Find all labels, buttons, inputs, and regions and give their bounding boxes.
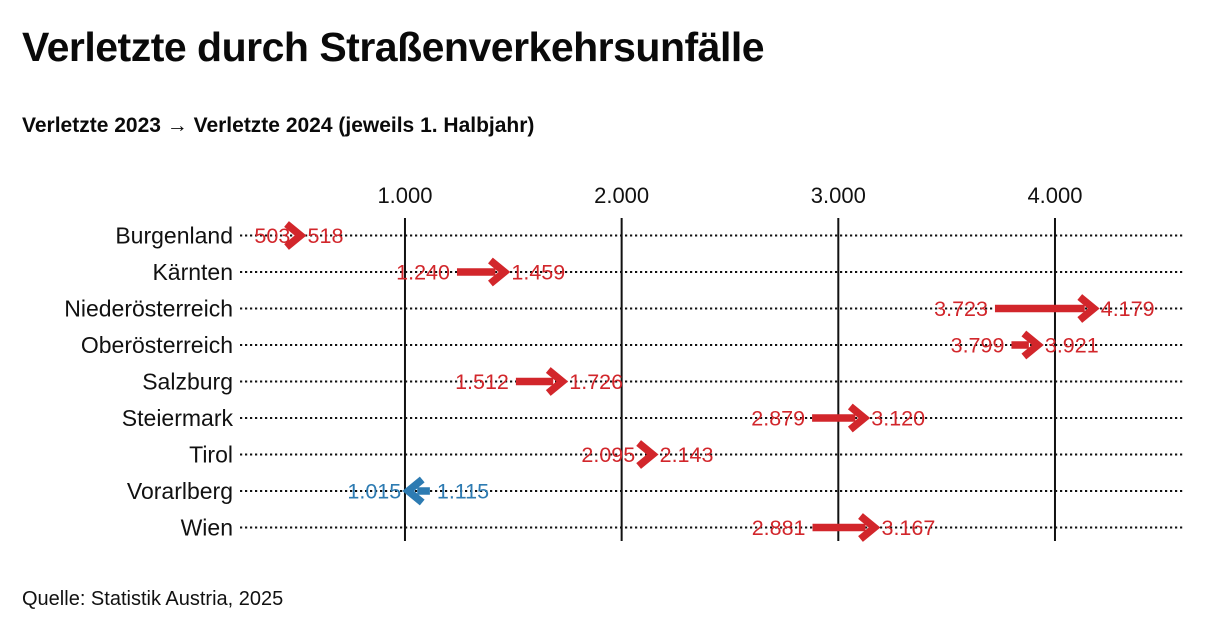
- arrow-head: [1021, 330, 1044, 360]
- source-note: Quelle: Statistik Austria, 2025: [22, 588, 284, 610]
- arrow-head: [488, 257, 511, 287]
- value-label-2023: 2.095: [581, 443, 635, 467]
- category-label: Burgenland: [115, 223, 233, 249]
- x-tick-label: 2.000: [594, 183, 649, 208]
- page-title: Verletzte durch Straßenverkehrsunfälle: [22, 24, 765, 70]
- category-label: Tirol: [189, 442, 233, 468]
- category-label: Oberösterreich: [81, 332, 233, 358]
- value-label-2024: 3.921: [1045, 334, 1099, 358]
- chart-subtitle: Verletzte 2023 → Verletzte 2024 (jeweils…: [22, 114, 535, 137]
- value-label-2024: 3.120: [871, 407, 925, 431]
- value-label-2023: 3.799: [951, 334, 1005, 358]
- arrow-head: [636, 440, 659, 469]
- value-label-2024: 2.143: [660, 443, 714, 467]
- arrow-head: [858, 513, 881, 542]
- value-label-2024: 4.179: [1101, 297, 1155, 321]
- category-label: Vorarlberg: [127, 478, 233, 504]
- x-tick-label: 3.000: [811, 183, 866, 208]
- value-label-2023: 1.115: [437, 480, 489, 504]
- arrow-head: [402, 476, 425, 506]
- value-label-2024: 1.015: [347, 480, 401, 504]
- x-tick-label: 1.000: [377, 183, 432, 208]
- value-label-2023: 3.723: [934, 297, 988, 321]
- value-label-2023: 1.240: [396, 261, 450, 285]
- category-label: Niederösterreich: [64, 296, 233, 322]
- value-label-2024: 3.167: [881, 516, 935, 540]
- value-label-2024: 1.459: [511, 261, 565, 285]
- value-label-2024: 1.726: [569, 370, 623, 394]
- value-label-2023: 1.512: [455, 370, 509, 394]
- category-label: Kärnten: [152, 259, 233, 285]
- value-label-2023: 2.879: [751, 407, 805, 431]
- arrow-head: [545, 367, 569, 396]
- category-label: Salzburg: [142, 369, 233, 395]
- value-label-2023: 503: [254, 224, 290, 248]
- value-label-2023: 2.881: [752, 516, 806, 540]
- category-label: Steiermark: [122, 405, 234, 431]
- x-tick-label: 4.000: [1027, 183, 1082, 208]
- arrow-chart: 1.000 2.000 3.000 4.000 Burgenland 503 518 Kärn…: [64, 183, 1183, 542]
- arrow-head: [1077, 294, 1100, 323]
- arrow-head: [284, 221, 307, 250]
- category-label: Wien: [181, 515, 233, 541]
- value-label-2024: 518: [308, 224, 344, 248]
- arrow-head: [847, 403, 871, 433]
